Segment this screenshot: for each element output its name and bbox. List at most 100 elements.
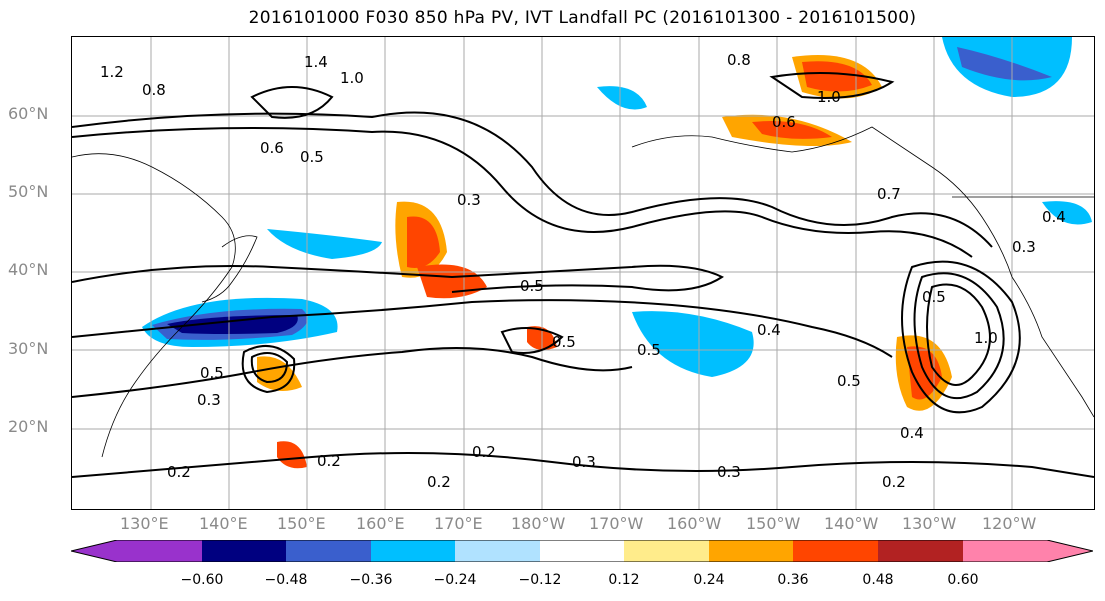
pv-contour — [913, 272, 1005, 400]
contour-label: 0.5 — [837, 372, 861, 390]
contour-label: 1.4 — [304, 53, 328, 71]
positive-anomaly-core — [407, 216, 440, 268]
pv-contour — [72, 111, 993, 248]
positive-anomaly-patch — [277, 441, 307, 469]
map-title: 2016101000 F030 850 hPa PV, IVT Landfall… — [248, 8, 917, 28]
colorbar-tick: 0.48 — [862, 572, 894, 588]
contour-label: 0.4 — [757, 321, 781, 339]
colorbar — [71, 540, 1093, 562]
alaska-coastline — [631, 126, 1013, 278]
colorbar-segment — [286, 540, 371, 562]
colorbar-segment — [793, 540, 878, 562]
contour-label: 0.3 — [717, 463, 741, 481]
contour-label: 0.5 — [552, 333, 576, 351]
colorbar-segment — [202, 540, 286, 562]
contour-label: 1.0 — [817, 88, 841, 106]
contour-label: 1.2 — [100, 63, 124, 81]
lon-label-140e: 140°E — [199, 514, 248, 533]
colorbar-segment — [624, 540, 709, 562]
pv-contour — [72, 299, 893, 358]
colorbar-segment — [878, 540, 963, 562]
lon-label-140w: 140°W — [824, 514, 879, 533]
colorbar-segment — [71, 540, 202, 562]
contour-label: 0.5 — [200, 364, 224, 382]
contour-label: 0.8 — [142, 81, 166, 99]
negative-anomaly-patch — [267, 229, 382, 259]
shading-layer — [142, 37, 1092, 469]
lon-label-130w: 130°W — [902, 514, 957, 533]
contour-label: 0.3 — [457, 191, 481, 209]
lon-label-130e: 130°E — [120, 514, 169, 533]
negative-anomaly-core-dark — [167, 315, 298, 334]
pv-contour — [250, 352, 289, 384]
lon-label-170w: 170°W — [589, 514, 644, 533]
lon-label-150e: 150°E — [277, 514, 326, 533]
positive-anomaly-patch — [417, 264, 487, 299]
pv-contour — [72, 347, 633, 398]
contour-label: 0.2 — [317, 452, 341, 470]
colorbar-segment — [371, 540, 455, 562]
map-panel: 1.4 1.0 1.2 0.8 0.5 0.6 0.5 0.3 0.5 0.5 … — [71, 36, 1095, 510]
colorbar-tick: 0.24 — [693, 572, 725, 588]
pv-contour — [901, 260, 1021, 414]
contour-label: 0.6 — [260, 139, 284, 157]
lon-label-170e: 170°E — [434, 514, 483, 533]
colorbar-tick: 0.36 — [777, 572, 809, 588]
lon-label-160e: 160°E — [356, 514, 405, 533]
lat-label-30n: 30°N — [8, 339, 49, 358]
pv-contour — [72, 452, 1094, 478]
lat-label-60n: 60°N — [8, 104, 49, 123]
positive-anomaly-core — [802, 61, 872, 92]
pv-contour — [72, 264, 724, 293]
colorbar-tick: 0.12 — [608, 572, 640, 588]
colorbar-segment — [709, 540, 793, 562]
contour-label: 0.2 — [882, 473, 906, 491]
pv-contour — [926, 283, 991, 386]
pv-contours — [72, 72, 1094, 478]
colorbar-segment — [455, 540, 540, 562]
contour-label: 0.5 — [300, 148, 324, 166]
contour-label: 0.7 — [877, 185, 901, 203]
pv-contour — [241, 344, 296, 394]
pv-contour — [769, 72, 895, 99]
colorbar-tick: −0.24 — [433, 572, 477, 588]
lon-label-120w: 120°W — [982, 514, 1037, 533]
contour-label: 0.2 — [167, 463, 191, 481]
contour-label: 1.0 — [974, 329, 998, 347]
map-svg: 1.4 1.0 1.2 0.8 0.5 0.6 0.5 0.3 0.5 0.5 … — [72, 37, 1094, 509]
contour-label: 0.2 — [472, 443, 496, 461]
pv-contour — [72, 127, 973, 258]
contour-label: 1.0 — [340, 69, 364, 87]
contour-label: 0.3 — [572, 453, 596, 471]
colorbar-tick: 0.60 — [947, 572, 979, 588]
colorbar-tick: −0.12 — [518, 572, 562, 588]
colorbar-segments — [71, 540, 1093, 562]
lat-label-20n: 20°N — [8, 417, 49, 436]
colorbar-tick: −0.60 — [180, 572, 224, 588]
contour-labels: 1.4 1.0 1.2 0.8 0.5 0.6 0.5 0.3 0.5 0.5 … — [100, 51, 1066, 491]
negative-anomaly-patch — [597, 86, 647, 110]
graticule — [72, 37, 1094, 509]
north-america-coastline — [1011, 276, 1094, 418]
negative-anomaly-patch — [632, 311, 754, 377]
colorbar-segment — [963, 540, 1093, 562]
negative-anomaly-core — [957, 47, 1052, 81]
contour-label: 0.4 — [1042, 208, 1066, 226]
colorbar-tick: −0.36 — [349, 572, 393, 588]
contour-label: 0.3 — [197, 391, 221, 409]
contour-label: 0.3 — [1012, 238, 1036, 256]
lon-label-150w: 150°W — [746, 514, 801, 533]
coastlines — [72, 126, 1094, 458]
lon-label-180w: 180°W — [511, 514, 566, 533]
lat-label-40n: 40°N — [8, 260, 49, 279]
lat-label-50n: 50°N — [8, 182, 49, 201]
japan-coastline — [201, 235, 258, 303]
colorbar-segment — [540, 540, 624, 562]
colorbar-tick: −0.48 — [264, 572, 308, 588]
positive-anomaly-patch — [257, 356, 302, 391]
contour-label: 0.5 — [922, 288, 946, 306]
contour-label: 0.2 — [427, 473, 451, 491]
contour-label: 0.8 — [727, 51, 751, 69]
contour-label: 0.5 — [520, 277, 544, 295]
pv-contour — [500, 327, 564, 354]
